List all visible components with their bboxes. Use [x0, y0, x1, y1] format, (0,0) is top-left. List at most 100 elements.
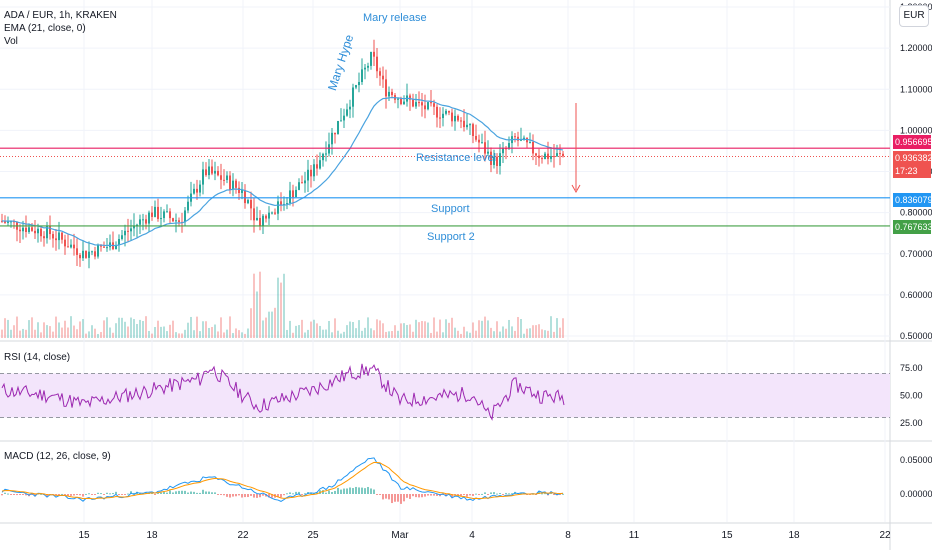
volume-bar	[22, 328, 24, 338]
candle-body	[55, 238, 57, 241]
volume-bar	[109, 327, 111, 338]
macd-histogram-bar	[124, 494, 126, 495]
volume-bar	[121, 317, 123, 338]
candle-body	[448, 110, 450, 113]
macd-histogram-bar	[190, 491, 192, 494]
volume-bar	[469, 332, 471, 338]
macd-histogram-bar	[214, 492, 216, 494]
macd-histogram-bar	[511, 493, 513, 495]
macd-histogram-bar	[430, 494, 432, 496]
macd-histogram-bar	[427, 494, 429, 496]
currency-button[interactable]: EUR	[899, 5, 929, 27]
macd-histogram-bar	[121, 494, 123, 495]
volume-bar	[28, 320, 30, 338]
macd-histogram-bar	[373, 489, 375, 494]
volume-bar	[124, 321, 126, 338]
candle-body	[202, 169, 204, 185]
macd-histogram-bar	[268, 494, 270, 498]
volume-bar	[241, 332, 243, 338]
candle-body	[82, 250, 84, 259]
support-label: Support	[431, 203, 470, 215]
macd-histogram-bar	[67, 494, 69, 497]
macd-histogram-bar	[472, 494, 474, 496]
macd-histogram-bar	[205, 491, 207, 494]
mary-release-label: Mary release	[363, 12, 427, 24]
volume-bar	[7, 319, 9, 338]
macd-histogram-bar	[292, 493, 294, 495]
macd-histogram-bar	[529, 494, 531, 495]
legend-symbol[interactable]: ADA / EUR, 1h, KRAKEN	[4, 10, 117, 21]
macd-histogram-bar	[58, 494, 60, 495]
signal-path	[1, 461, 564, 500]
candle-body	[436, 106, 438, 118]
volume-bar	[292, 332, 294, 338]
candle-body	[265, 215, 267, 219]
macd-histogram-bar	[163, 491, 165, 494]
macd-histogram-bar	[238, 494, 240, 496]
volume-bar	[172, 320, 174, 338]
volume-bar	[550, 316, 552, 338]
volume-bar	[433, 317, 435, 338]
macd-histogram-bar	[361, 487, 363, 494]
horizontal-levels[interactable]	[0, 147, 890, 227]
macd-histogram-bar	[544, 493, 546, 495]
volume-bar	[49, 326, 51, 338]
volume-bar	[142, 321, 144, 338]
candle-body	[517, 136, 519, 141]
volume-bar	[130, 317, 132, 338]
rsi-tick-label: 50.00	[900, 391, 923, 401]
candle-body	[367, 65, 369, 68]
legend-macd[interactable]: MACD (12, 26, close, 9)	[4, 451, 111, 462]
macd-histogram-bar	[154, 494, 156, 495]
x-tick-label: 22	[879, 530, 891, 541]
macd-histogram-bar	[289, 492, 291, 494]
legend-vol[interactable]: Vol	[4, 36, 18, 47]
volume-bar	[313, 319, 315, 338]
candle-body	[259, 217, 261, 226]
candle-body	[370, 51, 372, 66]
volume-bar	[199, 331, 201, 338]
candle-body	[355, 85, 357, 88]
candle-body	[121, 235, 123, 239]
candle-body	[445, 110, 447, 114]
macd-histogram-bar	[364, 488, 366, 494]
legend-ema[interactable]: EMA (21, close, 0)	[4, 23, 86, 34]
candle-body	[310, 169, 312, 177]
macd-histogram-bar	[181, 490, 183, 494]
volume-bar	[373, 330, 375, 338]
macd-histogram-bar	[109, 493, 111, 495]
volume-bar	[115, 323, 117, 338]
legend-rsi[interactable]: RSI (14, close)	[4, 352, 71, 363]
candle-body	[316, 164, 318, 169]
macd-histogram-bar	[409, 494, 411, 499]
candle-body	[307, 169, 309, 181]
volume-bar	[472, 322, 474, 338]
y-tick-label: 0.800000	[900, 208, 932, 218]
volume-bar	[259, 271, 261, 338]
volume-bar	[46, 325, 48, 338]
volume-bar	[559, 327, 561, 338]
candle-body	[325, 153, 327, 155]
macd-histogram-bar	[298, 491, 300, 494]
candle-body	[271, 212, 273, 214]
macd-histogram-bar	[421, 494, 423, 498]
volume-bar	[61, 327, 63, 338]
macd-histogram-bar	[223, 494, 225, 496]
macd-histogram-bar	[340, 489, 342, 494]
candle-body	[313, 164, 315, 177]
volume-bar	[73, 325, 75, 338]
x-tick-label: 22	[237, 530, 249, 541]
volume-bar	[100, 332, 102, 338]
macd-histogram-bar	[193, 491, 195, 494]
candle-body	[220, 175, 222, 180]
macd-histogram-bar	[1, 494, 3, 496]
volume-bar	[178, 333, 180, 338]
candle-body	[79, 254, 81, 259]
volume-bar	[190, 316, 192, 338]
volume-bar	[529, 328, 531, 338]
macd-histogram-bar	[166, 492, 168, 494]
volume-bar	[556, 318, 558, 338]
candle-body	[154, 206, 156, 217]
main-legend: ADA / EUR, 1h, KRAKEN EMA (21, close, 0)…	[4, 9, 117, 48]
